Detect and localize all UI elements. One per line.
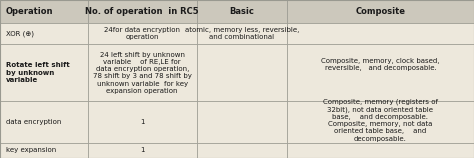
Bar bbox=[197, 101, 287, 143]
Bar bbox=[287, 0, 474, 23]
Text: Rotate left shift
by unknown
variable: Rotate left shift by unknown variable bbox=[6, 62, 69, 83]
Text: No. of operation  in RC5: No. of operation in RC5 bbox=[85, 7, 199, 16]
Text: 1: 1 bbox=[140, 148, 145, 153]
Text: data encryption: data encryption bbox=[6, 119, 61, 125]
Bar bbox=[0, 101, 88, 143]
Bar bbox=[88, 0, 197, 23]
Bar bbox=[197, 44, 287, 101]
Bar bbox=[88, 23, 197, 44]
Text: Composite, memory (registers of
32bit), not data oriented table
base,    and dec: Composite, memory (registers of 32bit), … bbox=[323, 98, 438, 142]
Text: Composite, memory, clock based,
reversible,   and decomposable.: Composite, memory, clock based, reversib… bbox=[321, 58, 439, 71]
Bar bbox=[287, 44, 474, 101]
Text: Composite: Composite bbox=[356, 7, 405, 16]
Bar bbox=[0, 23, 88, 44]
Bar bbox=[88, 143, 197, 158]
Bar bbox=[88, 101, 197, 143]
Bar bbox=[88, 44, 197, 101]
Text: 24 left shift by unknown
variable    of RE,LE for
data encryption operation,
78 : 24 left shift by unknown variable of RE,… bbox=[93, 52, 191, 94]
Text: Basic: Basic bbox=[229, 7, 254, 16]
Text: key expansion: key expansion bbox=[6, 148, 56, 153]
Bar bbox=[0, 44, 88, 101]
Bar bbox=[197, 0, 287, 23]
Bar bbox=[287, 143, 474, 158]
Bar bbox=[197, 23, 287, 44]
Text: atomic, memory less, reversible,
and combinational: atomic, memory less, reversible, and com… bbox=[184, 27, 299, 40]
Bar bbox=[0, 143, 88, 158]
Text: Operation: Operation bbox=[6, 7, 53, 16]
Bar bbox=[0, 0, 88, 23]
Bar bbox=[197, 143, 287, 158]
Text: XOR (⊕): XOR (⊕) bbox=[6, 30, 34, 37]
Text: 1: 1 bbox=[140, 119, 145, 125]
Bar bbox=[287, 23, 474, 44]
Bar bbox=[287, 101, 474, 143]
Text: 24for data encryption
operation: 24for data encryption operation bbox=[104, 27, 180, 40]
